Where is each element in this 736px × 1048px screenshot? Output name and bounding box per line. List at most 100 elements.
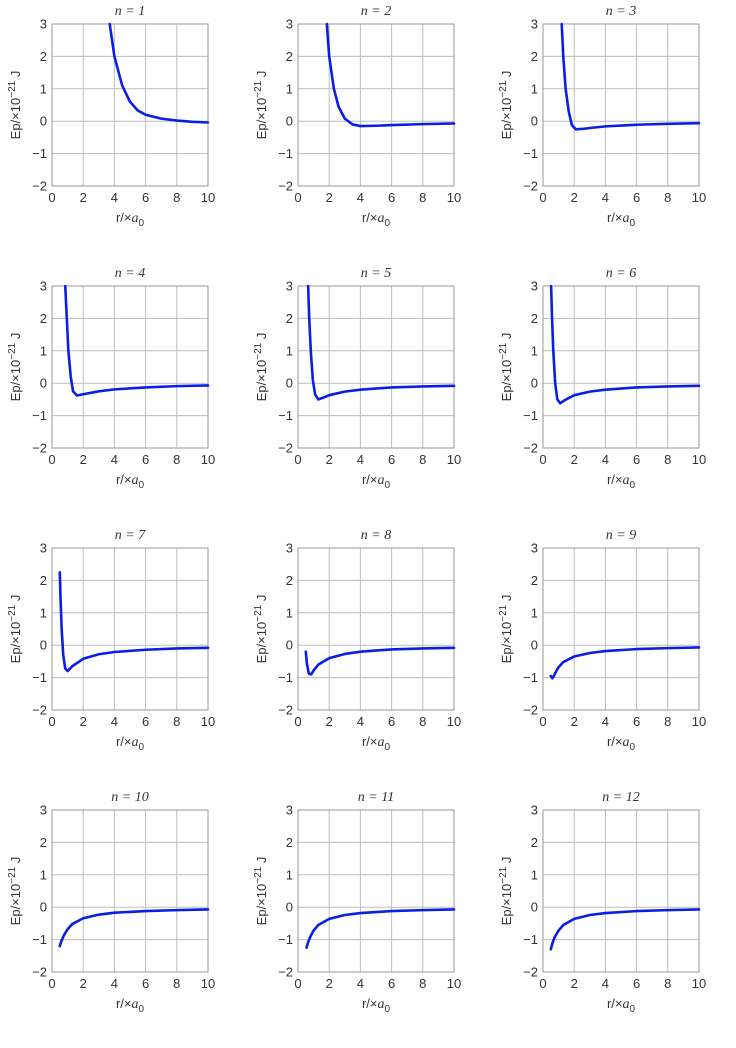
x-tick-label: 4 — [357, 452, 364, 467]
y-axis-label-unit: J — [499, 857, 514, 867]
data-point — [67, 671, 68, 672]
x-tick-label: 0 — [294, 714, 301, 729]
panel-title-var: n — [115, 4, 122, 19]
x-axis-label-text: r/× — [362, 734, 378, 749]
y-axis-label: Ep/×10−21 J — [498, 71, 514, 140]
plot-frame — [51, 547, 209, 711]
x-tick-label: 2 — [326, 452, 333, 467]
chart-panel: n = 1 0 2 4 6 8 10 −2 −1 0 1 2 3 r/×a0 Ep/×10−21 J — [0, 0, 245, 262]
x-tick-label: 8 — [664, 976, 671, 991]
plot-frame — [542, 547, 700, 711]
plot-frame — [51, 285, 209, 449]
x-axis-label-sub: 0 — [629, 218, 635, 229]
panel-title: n = 5 — [361, 266, 391, 281]
panel-title: n = 3 — [606, 4, 636, 19]
x-tick-label: 4 — [602, 452, 609, 467]
data-point — [137, 110, 138, 111]
panel-title-value: 6 — [629, 266, 636, 281]
panel-title: n = 1 — [115, 4, 145, 19]
data-point — [605, 389, 606, 390]
x-tick-label: 8 — [664, 190, 671, 205]
x-axis-label-text: r/× — [362, 210, 378, 225]
y-tick-label: −1 — [32, 408, 47, 423]
panel-title-var: n — [115, 266, 122, 281]
x-axis-label-text: r/× — [607, 996, 623, 1011]
data-point — [60, 599, 61, 600]
data-point — [68, 350, 69, 351]
y-tick-label: 3 — [40, 541, 47, 556]
x-axis-label-text: r/× — [607, 210, 623, 225]
y-tick-label: 0 — [286, 638, 293, 653]
y-tick-label: 0 — [40, 638, 47, 653]
x-tick-label: 8 — [419, 190, 426, 205]
y-tick-label: −2 — [278, 965, 293, 980]
y-tick-label: −1 — [32, 932, 47, 947]
y-axis-label-exp: −21 — [253, 604, 264, 621]
x-tick-label: 0 — [48, 714, 55, 729]
y-axis-label-text: Ep/×10 — [8, 360, 23, 402]
data-point — [698, 647, 699, 648]
x-tick-label: 4 — [602, 976, 609, 991]
y-tick-label: 0 — [531, 376, 538, 391]
y-axis-label-text: Ep/×10 — [254, 622, 269, 664]
potential-curve — [304, 646, 456, 676]
data-point — [636, 910, 637, 911]
data-point — [312, 379, 313, 380]
y-axis-label-unit: J — [254, 595, 269, 605]
data-point — [698, 909, 699, 910]
panel-title: n = 7 — [115, 528, 146, 543]
data-point — [83, 394, 84, 395]
y-tick-label: 1 — [531, 343, 538, 358]
data-point — [391, 124, 392, 125]
data-point — [360, 912, 361, 913]
y-axis-label: Ep/×10−21 J — [7, 857, 23, 926]
x-axis-label: r/×a0 — [116, 996, 145, 1015]
y-tick-label: 1 — [531, 81, 538, 96]
x-tick-label: 4 — [111, 976, 118, 991]
y-tick-label: −1 — [523, 670, 538, 685]
x-tick-label: 4 — [111, 714, 118, 729]
x-axis-label: r/×a0 — [607, 472, 636, 491]
data-point — [453, 123, 454, 124]
panel-title-eq: = — [368, 4, 384, 19]
data-point — [176, 910, 177, 911]
y-tick-label: −1 — [32, 146, 47, 161]
y-tick-label: 0 — [531, 114, 538, 129]
data-point — [114, 389, 115, 390]
y-axis-label: Ep/×10−21 J — [7, 595, 23, 664]
data-point — [564, 399, 565, 400]
y-tick-label: 0 — [40, 376, 47, 391]
data-point — [605, 912, 606, 913]
y-axis-label-unit: J — [8, 333, 23, 343]
panel-title-var: n — [358, 790, 365, 805]
data-point — [59, 572, 60, 573]
data-point — [422, 124, 423, 125]
y-tick-label: −1 — [278, 146, 293, 161]
x-axis-label: r/×a0 — [607, 734, 636, 753]
data-point — [98, 654, 99, 655]
y-axis-label-unit: J — [499, 333, 514, 343]
data-point — [310, 350, 311, 351]
data-point — [552, 678, 553, 679]
x-axis-label-text: r/× — [116, 996, 132, 1011]
x-tick-label: 6 — [388, 976, 395, 991]
panel-title-eq: = — [368, 266, 384, 281]
potential-curve — [305, 908, 456, 949]
y-tick-label: 3 — [531, 279, 538, 294]
panel-title-var: n — [602, 790, 609, 805]
x-tick-label: 2 — [571, 452, 578, 467]
x-axis-label-sub: 0 — [629, 1004, 635, 1015]
x-tick-label: 2 — [326, 714, 333, 729]
data-point — [67, 929, 68, 930]
y-tick-label: 0 — [531, 900, 538, 915]
y-tick-label: 2 — [531, 49, 538, 64]
y-tick-label: −2 — [278, 441, 293, 456]
x-axis-label-text: r/× — [607, 472, 623, 487]
data-point — [318, 924, 319, 925]
y-axis-label-exp: −21 — [253, 866, 264, 883]
data-point — [553, 675, 554, 676]
panel-title-var: n — [361, 528, 368, 543]
